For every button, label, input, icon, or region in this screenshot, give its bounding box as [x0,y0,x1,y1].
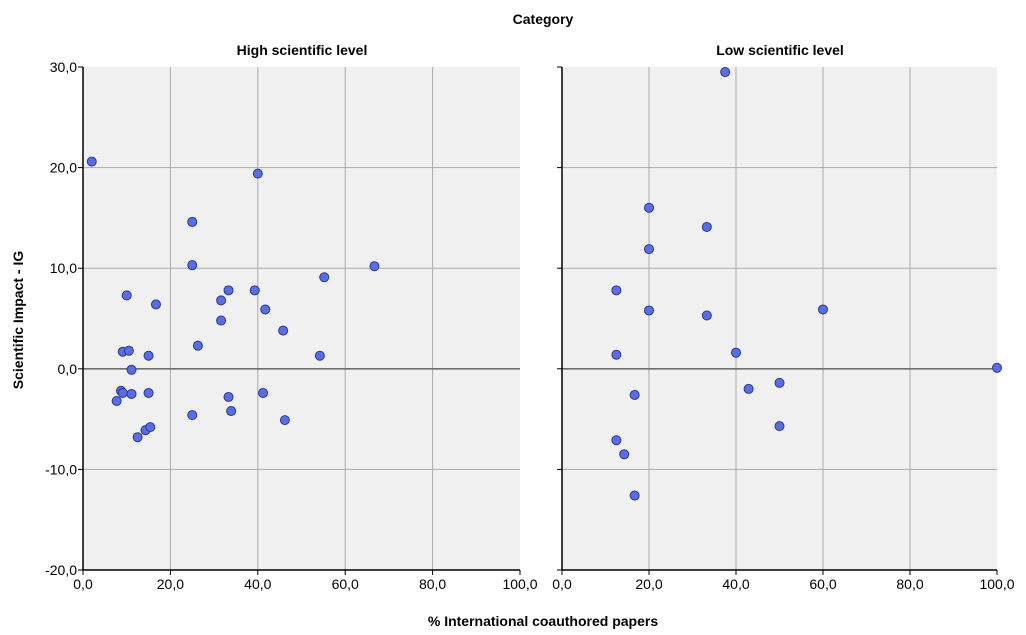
data-point [611,285,622,296]
data-point [644,305,654,316]
data-point [629,490,640,501]
x-tick-label: 80,0 [896,576,923,592]
data-point [249,285,260,296]
data-point [216,315,227,326]
y-tick-label: 30,0 [50,59,77,75]
x-tick-label: 60,0 [332,576,359,592]
panel-title-low: Low scientific level [716,42,844,58]
panel-low: 0,0 20,0 40,0 60,0 80,0 100,0 [552,66,1015,592]
x-tick-label: 20,0 [635,576,662,592]
y-tick-label: 10,0 [50,260,77,276]
chart-title: Category [513,11,574,27]
plot-background [562,67,997,570]
data-point [611,435,622,446]
data-point [278,325,289,336]
data-point [279,415,290,426]
data-point [121,290,132,301]
data-point [644,202,654,213]
data-point [260,304,271,315]
data-point [145,422,156,433]
data-point [319,272,330,283]
data-point [611,349,622,360]
data-point [123,345,134,356]
data-point [369,261,380,272]
data-point [111,395,122,406]
data-point [117,387,128,398]
data-point [187,216,198,227]
data-point [774,421,785,432]
data-point [143,387,154,398]
data-point [774,377,785,388]
data-point [314,350,325,361]
data-point [143,350,154,361]
y-tick-label: 20,0 [50,160,77,176]
x-tick-label: 40,0 [722,576,749,592]
x-tick-label: 100,0 [502,576,537,592]
data-point [701,221,712,232]
plot-background [83,67,520,570]
y-axis-label: Scientific Impact - IG [10,251,26,390]
data-point [992,362,1002,373]
data-point [818,304,828,315]
data-point [720,67,731,78]
x-tick-label: 0,0 [552,576,572,592]
data-point [731,347,741,358]
data-point [187,410,198,421]
data-point [132,432,143,443]
data-point [226,406,237,417]
x-tick-label: 80,0 [419,576,446,592]
x-axis-label: % International coauthored papers [428,613,658,629]
data-point [701,310,712,321]
data-point [150,299,161,310]
panels: 0,0 20,0 40,0 60,0 80,0 100,0 -20,0 -10,0 0,0 10,… [45,59,1015,592]
x-tick-label: 60,0 [809,576,836,592]
panel-high: 0,0 20,0 40,0 60,0 80,0 100,0 -20,0 -10,0 0,0 10,… [45,59,538,592]
data-point [216,295,227,306]
x-tick-label: 0,0 [73,576,93,592]
x-tick-label: 100,0 [979,576,1014,592]
data-point [223,285,234,296]
data-point [126,364,137,375]
y-tick-label: 0,0 [58,361,78,377]
data-point [126,388,137,399]
data-point [187,260,198,271]
data-point [629,389,640,400]
y-tick-label: -20,0 [45,562,77,578]
data-point [86,156,97,167]
y-tick-label: -10,0 [45,461,77,477]
data-point [258,387,269,398]
data-point [644,244,654,255]
panel-title-high: High scientific level [237,42,368,58]
data-point [192,340,203,351]
data-point [743,383,754,394]
data-point [619,449,630,460]
data-point [223,391,234,402]
x-tick-label: 20,0 [157,576,184,592]
x-tick-label: 40,0 [244,576,271,592]
data-point [252,168,263,179]
